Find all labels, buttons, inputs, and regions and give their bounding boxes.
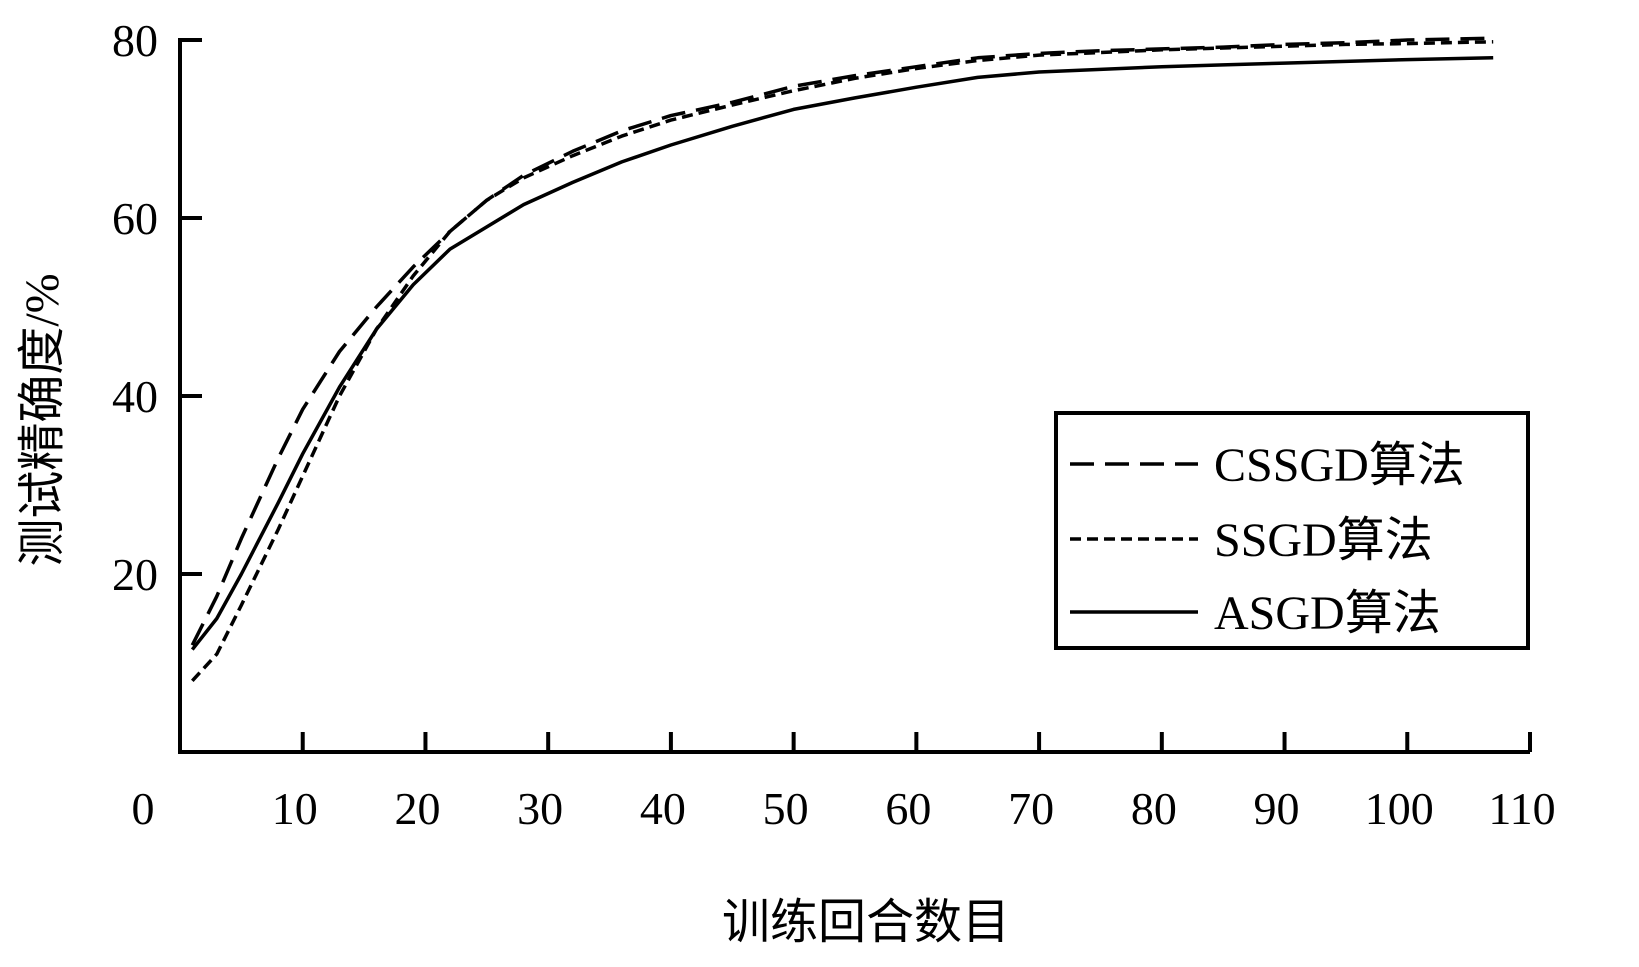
- series-line-2: [191, 40, 1494, 682]
- legend-label-3: ASGD算法: [1214, 587, 1441, 640]
- x-tick-label-110: 110: [1488, 783, 1555, 834]
- plot-lines: [190, 36, 1494, 682]
- x-tick-label-30: 30: [517, 783, 563, 834]
- x-tick-label-60: 60: [885, 783, 931, 834]
- y-axis-title: 测试精确度/%: [16, 273, 69, 566]
- x-axis-title: 训练回合数目: [722, 896, 1010, 949]
- x-tick-label-80: 80: [1131, 783, 1177, 834]
- legend-label-1: CSSGD算法: [1214, 439, 1465, 492]
- tick-labels: 0 10 20 30 40 50 60 70 80 90 100 110 20 40 60 80: [112, 15, 1556, 834]
- x-tick-label-40: 40: [640, 783, 686, 834]
- x-tick-label-100: 100: [1365, 783, 1434, 834]
- x-tick-label-90: 90: [1254, 783, 1300, 834]
- y-tick-label-20: 20: [112, 549, 158, 600]
- x-tick-label-10: 10: [272, 783, 318, 834]
- y-tick-label-40: 40: [112, 371, 158, 422]
- x-tick-label-50: 50: [763, 783, 809, 834]
- y-tick-label-60: 60: [112, 193, 158, 244]
- legend: CSSGD算法 SSGD算法 ASGD算法: [1054, 411, 1530, 650]
- legend-label-2: SSGD算法: [1214, 514, 1433, 567]
- axes: [178, 38, 1532, 754]
- x-tick-label-70: 70: [1008, 783, 1054, 834]
- series-line-1: [190, 36, 1494, 646]
- x-tick-label-20: 20: [394, 783, 440, 834]
- legend-box: [1054, 411, 1530, 650]
- y-tick-label-80: 80: [112, 15, 158, 66]
- series-line-3: [190, 56, 1494, 651]
- x-tick-label-0: 0: [132, 783, 155, 834]
